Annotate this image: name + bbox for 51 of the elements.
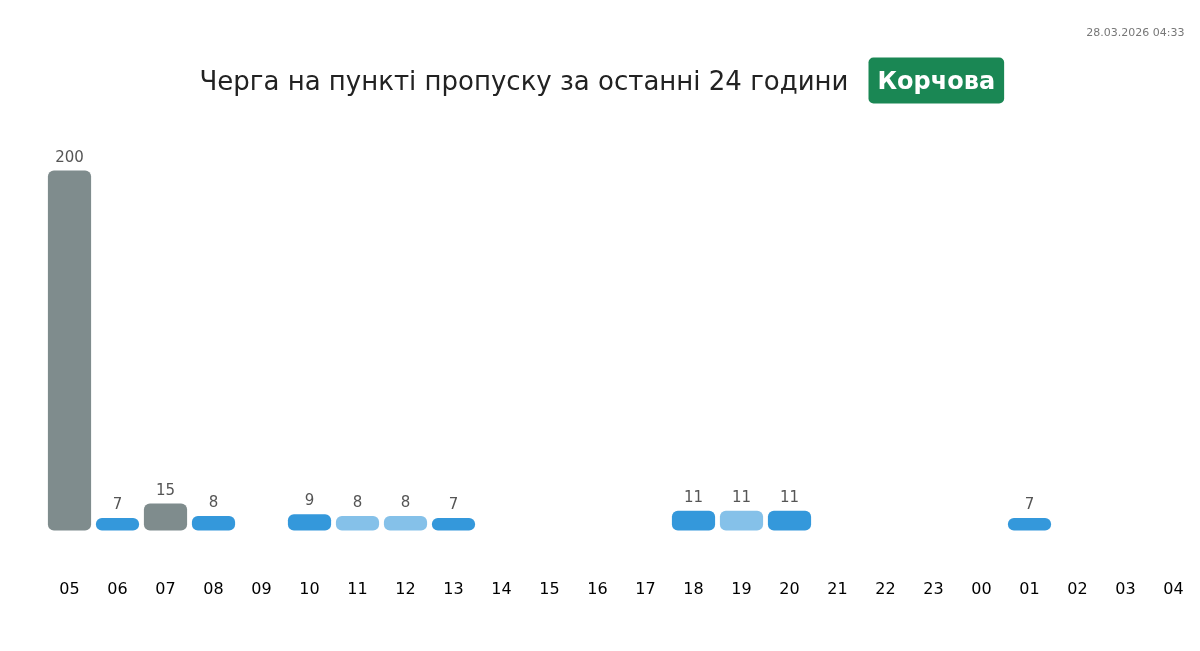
x-tick-label: 18	[683, 578, 704, 598]
chart-subtitle: Корчова	[877, 66, 996, 95]
x-tick-label: 20	[779, 578, 800, 598]
data-label: 200	[55, 147, 84, 166]
data-label: 8	[208, 493, 219, 512]
data-label: 7	[448, 494, 459, 513]
x-tick-label: 12	[395, 578, 416, 598]
bar	[671, 510, 716, 531]
bar	[191, 516, 236, 531]
data-label: 15	[155, 480, 176, 499]
data-label: 11	[779, 487, 800, 506]
x-tick-label: 23	[923, 578, 944, 598]
x-tick-label: 21	[827, 578, 848, 598]
bar	[143, 503, 188, 531]
bar	[47, 170, 92, 531]
chart-title: Черга на пункті пропуску за останні 24 години	[199, 65, 849, 96]
bar	[335, 516, 380, 531]
x-tick-label: 22	[875, 578, 896, 598]
x-tick-label: 10	[299, 578, 320, 598]
x-tick-label: 01	[1019, 578, 1040, 598]
x-tick-label: 04	[1163, 578, 1184, 598]
x-tick-label: 17	[635, 578, 656, 598]
x-tick-label: 05	[59, 578, 80, 598]
x-tick-label: 06	[107, 578, 128, 598]
bar	[431, 517, 476, 531]
bar	[719, 510, 764, 531]
x-tick-label: 07	[155, 578, 176, 598]
x-tick-label: 16	[587, 578, 608, 598]
x-tick-label: 15	[539, 578, 560, 598]
data-label: 9	[304, 491, 315, 510]
data-label: 7	[1024, 494, 1035, 513]
x-tick-label: 11	[347, 578, 368, 598]
bar	[383, 516, 428, 531]
bar	[1007, 517, 1052, 531]
data-label: 7	[112, 494, 123, 513]
x-tick-label: 02	[1067, 578, 1088, 598]
data-label: 8	[400, 493, 411, 512]
bar	[767, 510, 812, 531]
x-tick-label: 13	[443, 578, 464, 598]
data-label: 11	[683, 487, 704, 506]
text: 28.03.2026 04:33	[1086, 26, 1185, 39]
data-label: 11	[731, 487, 752, 506]
x-tick-label: 03	[1115, 578, 1136, 598]
x-tick-label: 14	[491, 578, 512, 598]
data-label: 8	[352, 493, 363, 512]
x-tick-label: 19	[731, 578, 752, 598]
bar	[95, 517, 140, 531]
x-tick-label: 08	[203, 578, 224, 598]
bar	[287, 514, 332, 531]
x-tick-label: 09	[251, 578, 272, 598]
x-tick-label: 00	[971, 578, 992, 598]
